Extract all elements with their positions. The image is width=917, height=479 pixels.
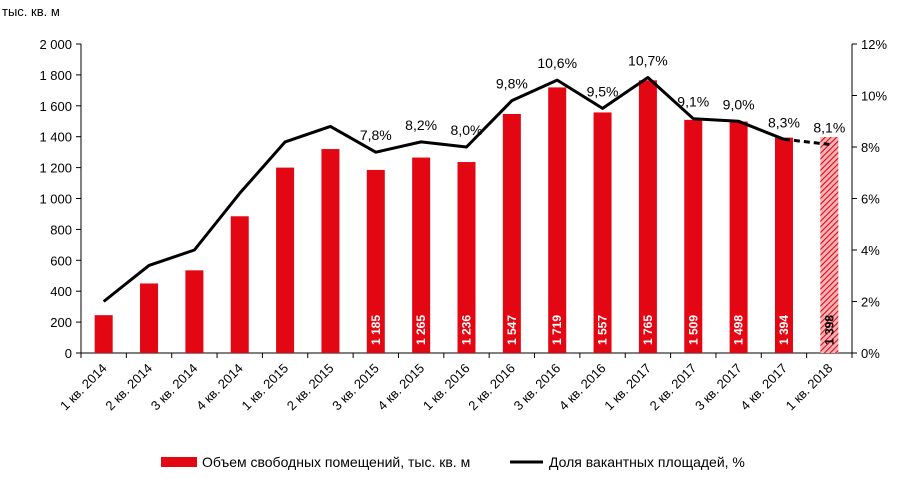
vacancy-line bbox=[102, 76, 785, 303]
bar bbox=[140, 283, 159, 353]
bar-value-label: 1 394 bbox=[777, 315, 791, 345]
y-left-tick-label: 1 200 bbox=[39, 161, 72, 176]
bar bbox=[548, 87, 567, 354]
bar-value-label: 1 398 bbox=[822, 315, 836, 345]
x-tick-label: 2 кв. 2014 bbox=[102, 361, 155, 414]
bar-value-label: 1 765 bbox=[641, 315, 655, 345]
y-left-tick-label: 0 bbox=[65, 346, 72, 361]
y-right-tick-label: 4% bbox=[861, 243, 880, 258]
line-value-label: 10,6% bbox=[537, 55, 577, 71]
bar bbox=[276, 167, 295, 353]
bar bbox=[593, 112, 612, 353]
x-tick-label: 3 кв. 2015 bbox=[329, 361, 382, 414]
line-value-label: 8,2% bbox=[405, 117, 437, 133]
y-right-tick-label: 6% bbox=[861, 192, 880, 207]
x-tick-label: 3 кв. 2017 bbox=[692, 361, 745, 414]
bar bbox=[457, 162, 476, 353]
bar-value-label: 1 509 bbox=[686, 315, 700, 345]
legend-bar-swatch bbox=[161, 457, 197, 467]
x-tick-label: 1 кв. 2014 bbox=[57, 361, 110, 414]
x-tick-label: 3 кв. 2014 bbox=[148, 361, 201, 414]
x-tick-label: 4 кв. 2014 bbox=[193, 361, 246, 414]
y-left-tick-label: 1 400 bbox=[39, 130, 72, 145]
bar-value-label: 1 547 bbox=[505, 315, 519, 345]
line-value-label: 8,0% bbox=[451, 122, 483, 138]
bar bbox=[502, 113, 521, 354]
legend: Объем свободных помещений, тыс. кв. м До… bbox=[161, 454, 745, 470]
bar-value-label: 1 265 bbox=[414, 315, 428, 345]
x-tick-label: 3 кв. 2016 bbox=[511, 361, 564, 414]
bar bbox=[94, 315, 113, 353]
y-left-tick-label: 2 000 bbox=[39, 37, 72, 52]
y-left-tick-label: 400 bbox=[50, 284, 72, 299]
y-left-tick-label: 200 bbox=[50, 315, 72, 330]
bar-value-label: 1 185 bbox=[369, 315, 383, 345]
bar bbox=[684, 119, 703, 353]
bar-value-label: 1 719 bbox=[550, 315, 564, 345]
y-left-tick-label: 1 800 bbox=[39, 68, 72, 83]
x-tick-label: 1 кв. 2017 bbox=[601, 361, 654, 414]
legend-line-label: Доля вакантных площадей, % bbox=[549, 454, 745, 470]
y-right-tick-label: 2% bbox=[861, 295, 880, 310]
line-value-label: 9,0% bbox=[723, 96, 755, 112]
x-tick-label: 4 кв. 2016 bbox=[556, 361, 609, 414]
bar bbox=[230, 216, 249, 353]
y-right-tick-label: 10% bbox=[861, 89, 887, 104]
x-tick-label: 1 кв. 2015 bbox=[238, 361, 291, 414]
line-value-label: 7,8% bbox=[360, 127, 392, 143]
line-value-label: 8,1% bbox=[813, 119, 845, 135]
line-value-label: 10,7% bbox=[628, 52, 668, 68]
bar bbox=[412, 157, 431, 353]
bar bbox=[185, 270, 204, 353]
bar bbox=[321, 149, 340, 353]
x-tick-label: 1 кв. 2018 bbox=[783, 361, 836, 414]
legend-bar-label: Объем свободных помещений, тыс. кв. м bbox=[202, 454, 470, 470]
y-left-tick-label: 800 bbox=[50, 222, 72, 237]
y-axis-unit-label: тыс. кв. м bbox=[2, 4, 60, 19]
y-right-tick-label: 0% bbox=[861, 346, 880, 361]
y-left-tick-label: 1 000 bbox=[39, 192, 72, 207]
bar bbox=[366, 169, 385, 353]
bar-value-label: 1 498 bbox=[732, 315, 746, 345]
x-tick-label: 2 кв. 2016 bbox=[465, 361, 518, 414]
bar-forecast bbox=[820, 137, 839, 353]
bar-value-label: 1 557 bbox=[596, 315, 610, 345]
y-right-tick-label: 12% bbox=[861, 37, 887, 52]
bar bbox=[638, 80, 657, 354]
x-tick-label: 2 кв. 2015 bbox=[284, 361, 337, 414]
vacancy-line-forecast bbox=[783, 137, 830, 146]
x-tick-label: 2 кв. 2017 bbox=[647, 361, 700, 414]
line-value-label: 9,8% bbox=[496, 76, 528, 92]
line-value-label: 8,3% bbox=[768, 114, 800, 130]
line-value-label: 9,5% bbox=[587, 83, 619, 99]
x-tick-label: 4 кв. 2015 bbox=[375, 361, 428, 414]
x-tick-label: 4 кв. 2017 bbox=[737, 361, 790, 414]
bar-value-label: 1 236 bbox=[460, 315, 474, 345]
line-value-label: 9,1% bbox=[677, 94, 709, 110]
bar bbox=[729, 121, 748, 354]
x-tick-label: 1 кв. 2016 bbox=[420, 361, 473, 414]
y-left-tick-label: 1 600 bbox=[39, 99, 72, 114]
y-left-tick-label: 600 bbox=[50, 253, 72, 268]
y-right-tick-label: 8% bbox=[861, 140, 880, 155]
bar bbox=[774, 137, 793, 353]
